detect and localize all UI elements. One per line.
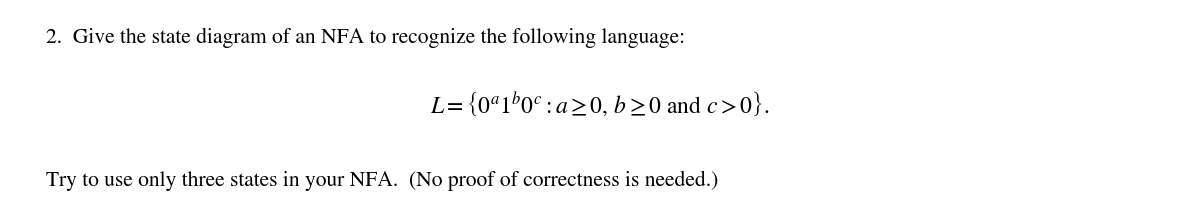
Text: Try to use only three states in your NFA.  (No proof of correctness is needed.): Try to use only three states in your NFA… [46,171,718,191]
Text: $L = \left\{0^a1^b0^c : a \geq 0,\, b \geq 0 \text{ and } c > 0\right\}.$: $L = \left\{0^a1^b0^c : a \geq 0,\, b \g… [431,90,769,118]
Text: 2.  Give the state diagram of an NFA to recognize the following language:: 2. Give the state diagram of an NFA to r… [46,27,685,48]
